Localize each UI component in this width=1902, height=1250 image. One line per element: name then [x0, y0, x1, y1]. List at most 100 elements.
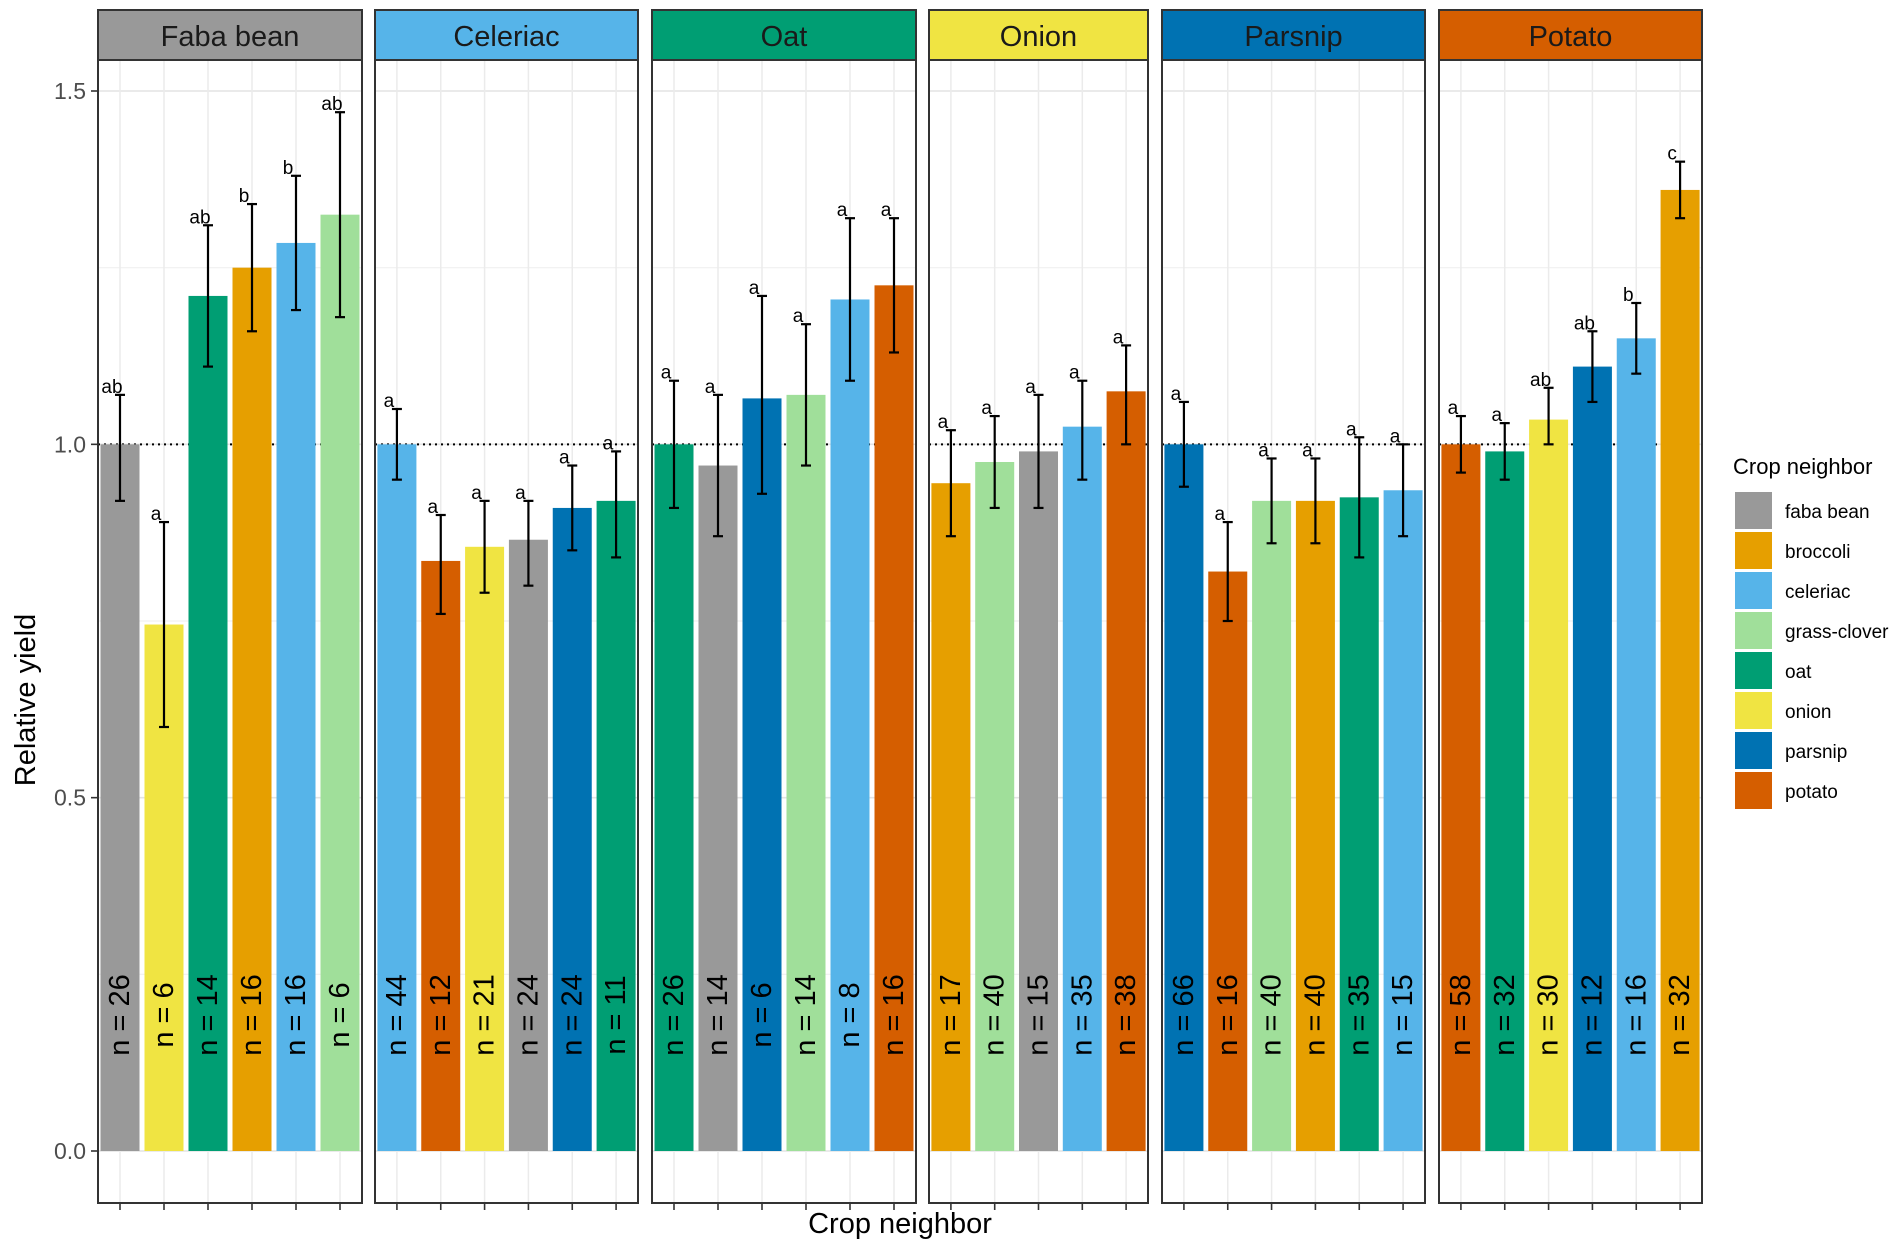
strip-background [1438, 9, 1703, 61]
legend-label: broccoli [1785, 542, 1850, 563]
y-axis-label: Relative yield [10, 614, 42, 786]
significance-letter: a [471, 483, 482, 504]
legend-item-faba-bean: faba bean [1735, 492, 1870, 529]
bar [1616, 338, 1656, 1151]
bar [1164, 444, 1204, 1151]
y-axis: 0.0 0.5 1.0 1.5 [54, 78, 98, 1164]
panel-celeriac: a n = 44 a n = 12 a n = 21 a n = 24 a n = 24 a n = … [374, 9, 639, 1210]
bar [1208, 571, 1248, 1151]
bar [508, 539, 548, 1151]
n-label: n = 17 [935, 974, 967, 1055]
significance-letter: a [1346, 419, 1357, 440]
significance-letter: a [1171, 384, 1182, 405]
n-label: n = 16 [1212, 974, 1244, 1055]
legend-swatch [1735, 652, 1772, 689]
n-label: n = 15 [1387, 974, 1419, 1055]
legend-label: oat [1785, 662, 1812, 683]
significance-letter: a [1214, 504, 1225, 525]
significance-letter: a [559, 448, 570, 469]
bar [1106, 391, 1146, 1151]
strip-label: Oat [761, 21, 808, 53]
strip-background [374, 9, 639, 61]
legend-item-potato: potato [1735, 772, 1838, 809]
n-label: n = 40 [979, 974, 1011, 1055]
strip-label: Onion [1000, 21, 1077, 53]
bar [654, 444, 694, 1151]
legend-swatch [1735, 532, 1772, 569]
n-label: n = 35 [1066, 974, 1098, 1055]
significance-letter: a [837, 200, 848, 221]
n-label: n = 26 [104, 974, 136, 1055]
significance-letter: a [1025, 377, 1036, 398]
n-label: n = 24 [512, 974, 544, 1055]
y-tick-label: 0.0 [54, 1138, 86, 1164]
legend-label: potato [1785, 782, 1838, 803]
bar [552, 507, 592, 1151]
y-tick-label: 1.5 [54, 78, 86, 104]
significance-letter: b [239, 186, 250, 207]
n-label: n = 32 [1664, 974, 1696, 1055]
n-label: n = 30 [1533, 974, 1565, 1055]
panel-background [1162, 60, 1425, 1203]
significance-letter: a [427, 497, 438, 518]
significance-letter: ab [321, 94, 342, 115]
significance-letter: a [603, 433, 614, 454]
n-label: n = 66 [1168, 974, 1200, 1055]
strip-label: Faba bean [161, 21, 300, 53]
significance-letter: b [1623, 285, 1634, 306]
panel-oat: a n = 26 a n = 14 a n = 6 a n = 14 a n = 8 a n = 16… [651, 9, 917, 1210]
significance-letter: a [1113, 327, 1124, 348]
n-label: n = 21 [469, 974, 501, 1055]
bar [786, 394, 826, 1151]
significance-letter: a [793, 306, 804, 327]
n-label: n = 6 [324, 982, 356, 1047]
panel-onion: a n = 17 a n = 40 a n = 15 a n = 35 a n = 38 Onion [928, 9, 1149, 1210]
legend-swatch [1735, 492, 1772, 529]
n-label: n = 35 [1343, 974, 1375, 1055]
strip-label: Potato [1529, 21, 1613, 53]
bar [1062, 426, 1102, 1152]
panel-faba-bean: ab n = 26 a n = 6 ab n = 14 b n = 16 b n = 16 ab n … [97, 9, 363, 1210]
n-label: n = 14 [192, 974, 224, 1055]
bar [931, 483, 971, 1151]
panel-background [652, 60, 916, 1203]
n-label: n = 14 [790, 974, 822, 1055]
bar [1485, 451, 1525, 1151]
bar [1295, 500, 1335, 1151]
significance-letter: a [1390, 426, 1401, 447]
legend-items: faba bean broccoli celeriac grass-clover oat… [1735, 492, 1889, 809]
legend-item-broccoli: broccoli [1735, 532, 1850, 569]
legend-item-onion: onion [1735, 692, 1832, 729]
significance-letter: a [1069, 363, 1080, 384]
bar [1019, 451, 1058, 1151]
strip-label: Celeriac [453, 21, 559, 53]
legend-label: onion [1785, 702, 1832, 723]
legend-swatch [1735, 612, 1772, 649]
panel-background [1439, 60, 1702, 1203]
significance-letter: ab [1530, 370, 1551, 391]
significance-letter: a [515, 483, 526, 504]
bar [742, 398, 782, 1151]
bar [975, 462, 1015, 1151]
significance-letter: a [661, 363, 672, 384]
n-label: n = 16 [280, 974, 312, 1055]
n-label: n = 16 [236, 974, 268, 1055]
legend-swatch [1735, 572, 1772, 609]
significance-letter: a [881, 200, 892, 221]
panel-background [375, 60, 638, 1203]
panel-parsnip: a n = 66 a n = 16 a n = 40 a n = 40 a n = 35 a n = … [1161, 9, 1426, 1210]
legend-item-celeriac: celeriac [1735, 572, 1850, 609]
y-tick-label: 0.5 [54, 785, 86, 811]
bar [874, 285, 914, 1151]
bar [377, 444, 417, 1151]
n-label: n = 12 [425, 974, 457, 1055]
bar [1441, 444, 1481, 1151]
significance-letter: b [283, 158, 294, 179]
bar [1660, 189, 1700, 1151]
n-label: n = 26 [658, 974, 690, 1055]
significance-letter: a [1302, 440, 1313, 461]
bar [320, 214, 360, 1151]
significance-letter: ab [1574, 313, 1595, 334]
significance-letter: ab [189, 207, 210, 228]
